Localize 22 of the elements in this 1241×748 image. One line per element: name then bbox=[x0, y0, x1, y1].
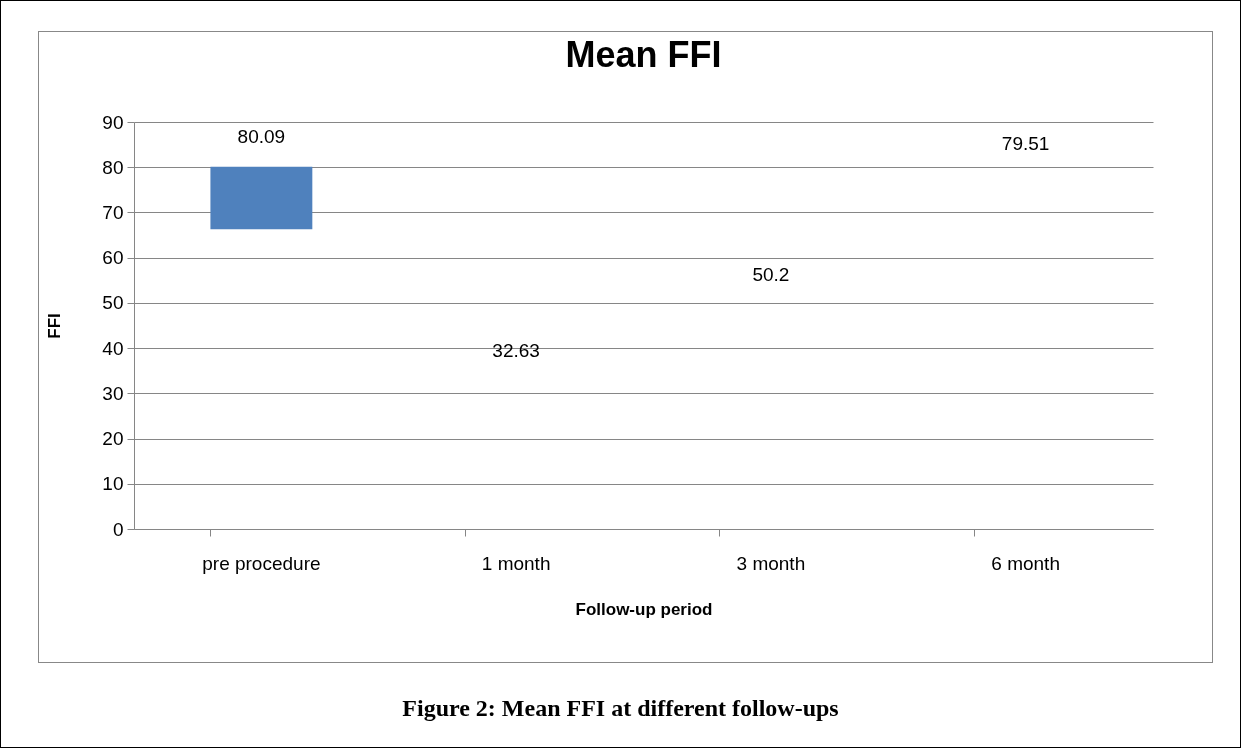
y-tick-label: 30 bbox=[102, 382, 124, 404]
y-tick-label: 60 bbox=[102, 247, 124, 269]
y-tick-label: 0 bbox=[112, 518, 124, 540]
y-tick-label: 80 bbox=[102, 156, 124, 178]
annotation: 79.51 bbox=[1001, 133, 1050, 154]
chart-title: Mean FFI bbox=[565, 34, 722, 75]
x-axis-title: Follow-up period bbox=[575, 599, 713, 619]
annotation: 80.09 bbox=[237, 126, 286, 147]
annotation: 32.63 bbox=[492, 340, 540, 361]
y-tick-label: 20 bbox=[102, 428, 124, 450]
x-tick-label: pre procedure bbox=[202, 552, 321, 574]
y-axis-title: FFI bbox=[45, 313, 65, 339]
x-tick-label: 3 month bbox=[736, 552, 806, 574]
y-tick-label: 40 bbox=[102, 337, 124, 359]
y-tick-label: 90 bbox=[102, 111, 124, 133]
x-tick-label: 1 month bbox=[481, 552, 551, 574]
annotation: 50.2 bbox=[752, 264, 790, 285]
caption: Figure 2: Mean FFI at different follow-ups bbox=[401, 695, 840, 722]
y-tick-label: 70 bbox=[102, 201, 124, 223]
y-tick-label: 10 bbox=[102, 473, 124, 495]
x-tick-label: 6 month bbox=[991, 552, 1060, 574]
y-tick-label: 50 bbox=[102, 292, 124, 314]
